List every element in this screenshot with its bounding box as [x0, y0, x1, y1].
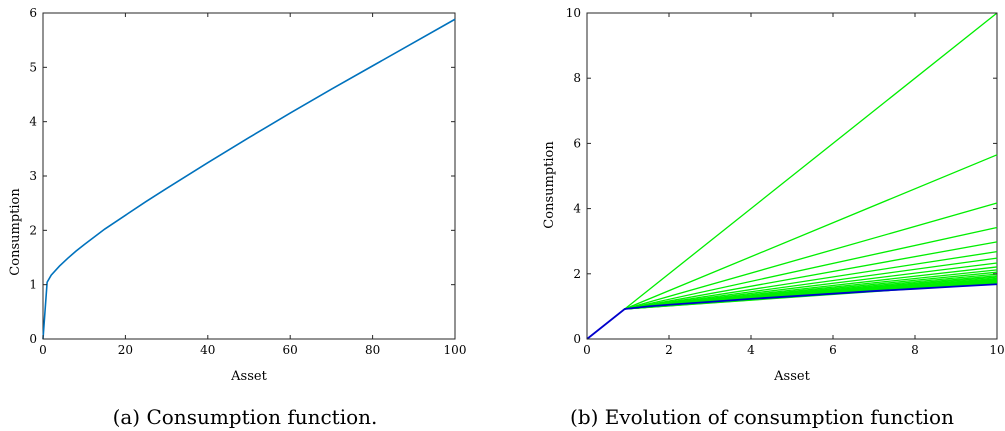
panel-a-x-axis-label: Asset: [230, 369, 267, 384]
panel-1-y-tick-label: 8: [573, 71, 581, 85]
panel-1-x-tick-label: 8: [911, 343, 919, 357]
panel-a-consumption-function: 0 20 40 60 80 100 0 1 2 3 4 5 6 Asset Consumption (a…: [8, 6, 466, 429]
panel-1-x-tick-label: 10: [989, 343, 1004, 357]
panel-b-iteration-line: [624, 202, 998, 310]
panel-b-ticks: 0 2 4 6 8 10 0 2 4 6 8 10: [566, 6, 1005, 357]
panel-b-plot-area: [586, 12, 998, 340]
panel-b-iteration-line: [624, 226, 998, 310]
panel-b-x-axis-label: Asset: [773, 369, 810, 384]
panel-0-y-tick-label: 6: [29, 6, 37, 20]
panel-b-y-axis-label: Consumption: [542, 141, 557, 229]
panel-1-y-tick-label: 6: [573, 136, 581, 150]
panel-1-y-tick-label: 0: [573, 332, 581, 346]
panel-0-x-tick-label: 0: [39, 343, 47, 357]
panel-a-ticks: 0 20 40 60 80 100 0 1 2 3 4 5 6: [29, 6, 466, 357]
panel-1-x-tick-label: 6: [829, 343, 837, 357]
panel-a-y-axis-label: Consumption: [8, 188, 23, 276]
panel-0-axes-box: [42, 12, 456, 340]
panel-0-x-tick-label: 80: [365, 343, 380, 357]
panel-a-caption: (a) Consumption function.: [113, 405, 378, 429]
panel-b-caption: (b) Evolution of consumption function: [570, 405, 954, 429]
panel-1-y-tick-label: 10: [566, 6, 581, 20]
panel-b-evolution: 0 2 4 6 8 10 0 2 4 6 8 10 Asset Consumption (b) Evo…: [542, 6, 1005, 429]
panel-0-y-tick-label: 2: [29, 223, 37, 237]
panel-b-iteration-line: [624, 12, 998, 310]
panel-0-y-tick-label: 1: [29, 278, 37, 292]
panel-b-iteration-line: [624, 154, 998, 310]
panel-a-plot-area: [42, 12, 456, 340]
panel-0-y-tick-label: 0: [29, 332, 37, 346]
panel-1-x-tick-label: 2: [665, 343, 673, 357]
panel-a-consumption-line: [42, 18, 456, 340]
panel-0-y-tick-label: 5: [29, 60, 37, 74]
panel-0-y-tick-label: 3: [29, 169, 37, 183]
panel-0-x-tick-label: 40: [200, 343, 215, 357]
panel-0-y-tick-label: 4: [29, 115, 37, 129]
panel-1-x-tick-label: 4: [747, 343, 755, 357]
panel-1-y-tick-label: 4: [573, 202, 581, 216]
panel-b-iteration-line: [624, 257, 998, 310]
panel-0-x-tick-label: 100: [444, 343, 467, 357]
panel-1-x-tick-label: 0: [583, 343, 591, 357]
panel-1-axes-box: [586, 12, 998, 340]
panel-b-final-consumption-line: [586, 283, 998, 340]
panel-0-x-tick-label: 60: [283, 343, 298, 357]
panel-1-y-tick-label: 2: [573, 267, 581, 281]
panel-b-iteration-line: [624, 241, 998, 310]
panel-0-x-tick-label: 20: [118, 343, 133, 357]
panel-b-iteration-line: [624, 250, 998, 310]
